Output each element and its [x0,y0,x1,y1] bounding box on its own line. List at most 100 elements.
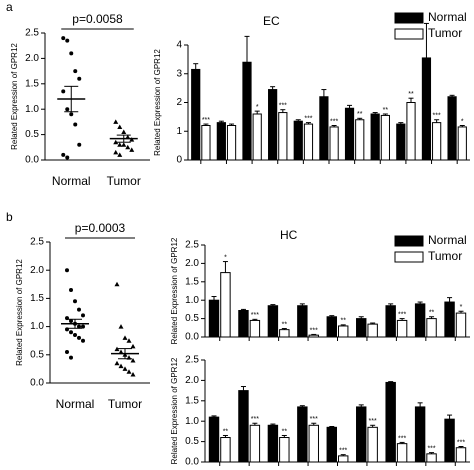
point [81,338,85,343]
y-tick-label: 1.0 [185,295,199,306]
point [65,155,70,160]
x-tick-label: Tumor [107,174,141,188]
significance: *** [339,447,347,454]
bar [220,272,231,338]
point [77,307,81,312]
bar [356,406,367,463]
y-tick-label: 2.5 [185,355,199,366]
y-tick-label: 1.5 [25,78,39,89]
point [118,349,124,354]
bar [329,126,339,161]
bar [319,96,329,161]
significance: *** [310,327,318,334]
bar [414,303,426,338]
significance: ** [223,428,229,435]
bar [216,122,226,161]
point [126,369,132,374]
significance: *** [398,311,406,318]
legend-label: Normal [428,10,467,24]
point [69,287,73,292]
y-tick-label: 1 [176,126,182,137]
bar [380,114,390,161]
significance: ** [340,318,346,325]
point [61,152,66,157]
bar [370,113,380,161]
y-tick-label: 0.0 [25,155,39,166]
significance: ** [408,91,414,98]
point [69,112,74,117]
y-tick-label: 2.0 [185,258,199,269]
point [73,299,77,304]
bar [303,123,314,161]
bar [297,406,308,463]
point [113,149,119,155]
point [73,122,78,127]
point [122,335,128,340]
bar [338,325,349,338]
y-tick-label: 0 [176,155,182,166]
y-axis-label: Related Expression of GPR12 [15,259,24,366]
point [77,76,82,81]
significance: *** [202,117,210,124]
y-tick-label: 0.5 [30,349,44,360]
point [117,142,123,147]
significance: *** [433,113,441,120]
point [130,343,136,349]
point [129,147,135,152]
x-tick-label: Normal [52,174,91,188]
y-tick-label: 3 [176,68,182,79]
bar [367,323,378,338]
y-tick-label: 1.5 [30,293,44,304]
y-tick-label: 0.5 [185,313,199,324]
bar [426,318,437,338]
bar [249,424,261,463]
point [73,333,77,338]
y-tick-label: 1.0 [30,321,44,332]
point [65,38,70,43]
bar [191,68,201,161]
y-tick-label: 2.5 [30,237,44,248]
y-tick-label: 0.5 [185,436,199,447]
x-tick-label: Tumor [108,397,142,411]
point [81,313,85,318]
bar [421,57,432,161]
bar [426,453,437,463]
point [117,152,123,157]
significance: *** [304,115,312,122]
point [73,69,78,74]
y-tick-label: 1.0 [185,416,199,427]
bar [226,125,237,161]
significance: ** [282,321,288,328]
bar [444,418,455,463]
panel-label: a [6,0,13,14]
bar [338,455,349,463]
y-tick-label: 0.0 [185,332,199,343]
significance: *** [398,435,406,442]
bar [396,319,408,338]
point [118,363,124,369]
bar [279,437,290,463]
bar [208,416,220,463]
bar [326,316,338,338]
legend-label: Tumor [428,249,462,263]
point [77,324,81,329]
point [61,36,66,41]
x-tick-label: Normal [56,397,95,411]
point [114,281,120,287]
panel-label: b [6,210,13,224]
y-tick-label: 2 [176,97,182,108]
significance: * [224,254,227,261]
chart-title: HC [280,228,298,242]
y-tick-label: 2.0 [25,53,39,64]
bar [278,112,288,161]
significance: ** [429,310,435,317]
bar [293,120,303,161]
significance: *** [330,118,338,125]
significance: *** [251,312,259,319]
point [117,124,123,129]
significance: ** [383,107,389,114]
point [121,142,127,147]
point [81,324,85,329]
bar [268,89,278,161]
